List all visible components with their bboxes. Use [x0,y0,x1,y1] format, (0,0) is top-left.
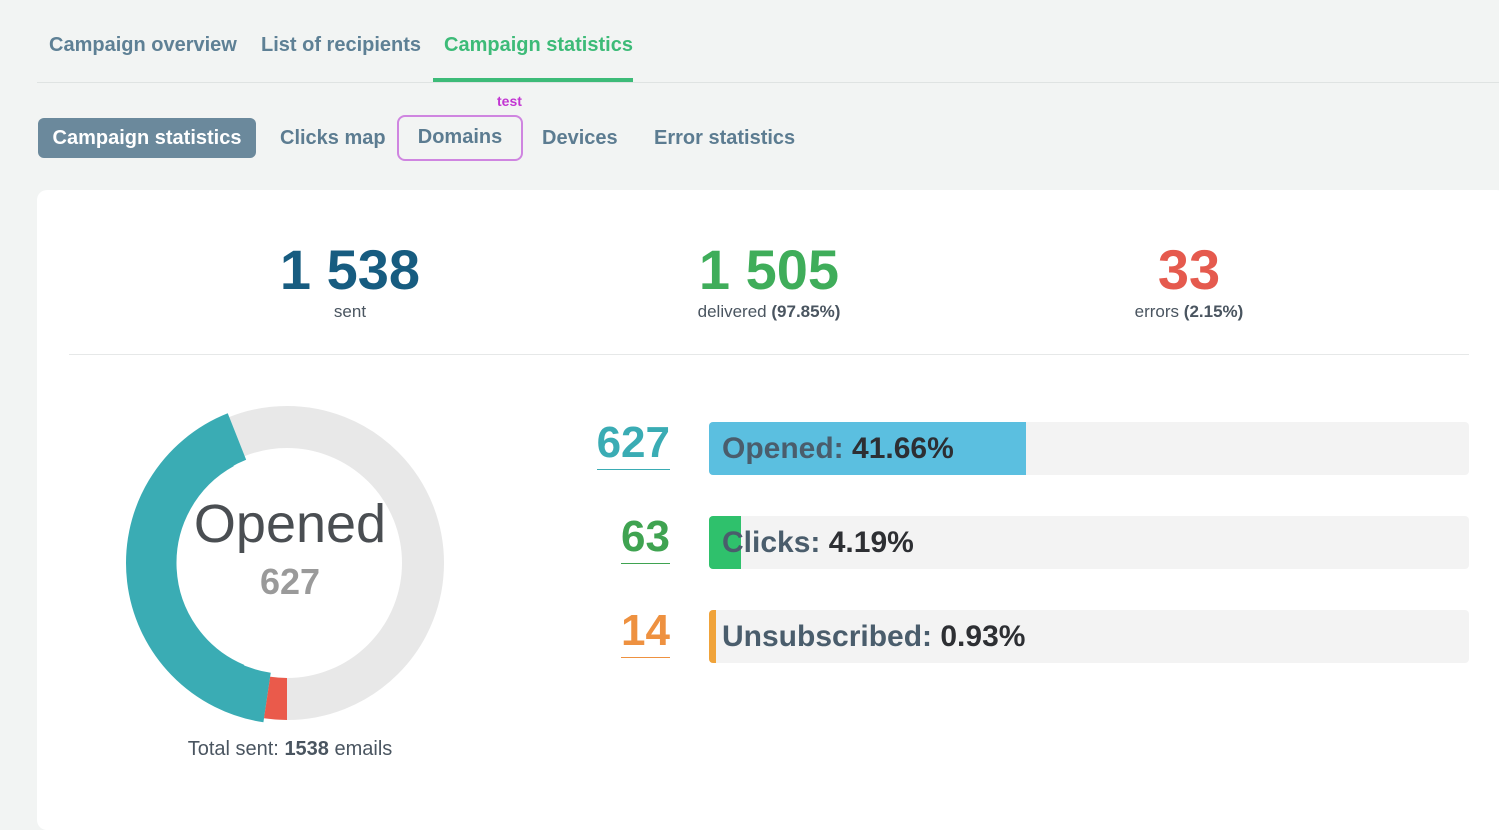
delivered-count: 1 505 [698,238,840,301]
clicks-pct: 4.19% [828,526,914,559]
errors-count: 33 [1157,238,1221,301]
subtab-devices[interactable]: Devices [542,127,618,149]
total-sent-value: 1538 [284,738,329,760]
statistics-card [37,190,1499,830]
donut-opened-arc [126,413,272,723]
donut-inner-accent [173,463,245,668]
errors-stat: 33 errors (2.15%) [1039,240,1339,322]
opened-count: 627 [596,418,670,470]
unsubscribed-bar-fill [709,610,717,663]
unsubscribed-pct: 0.93% [940,620,1026,653]
tab-campaign-overview[interactable]: Campaign overview [49,34,237,56]
sent-count: 1 538 [279,238,421,301]
opened-bar: Opened: 41.66% [709,422,1469,475]
total-sent-prefix: Total sent: [187,738,279,760]
unsubscribed-count: 14 [621,606,670,658]
opened-bar-fill [709,422,1026,475]
clicks-bar-fill [709,516,741,569]
total-sent-suffix: emails [334,738,393,760]
errors-label: errors [1134,302,1180,321]
tabs-divider [37,82,1499,83]
clicks-count-link[interactable]: 63 [550,512,670,564]
subtab-clicks-map[interactable]: Clicks map [280,127,386,149]
subtab-domains[interactable]: Domains [397,115,523,161]
top-tabs: Campaign overview List of recipients Cam… [0,0,1499,84]
opened-donut-chart [126,406,444,723]
delivered-pct: (97.85%) [771,302,841,321]
subtab-error-statistics[interactable]: Error statistics [654,127,796,149]
subtab-campaign-statistics[interactable]: Campaign statistics [38,118,256,158]
tab-list-of-recipients[interactable]: List of recipients [261,34,422,56]
errors-pct: (2.15%) [1183,302,1244,321]
delivered-stat: 1 505 delivered (97.85%) [619,240,919,322]
sent-stat: 1 538 sent [200,240,500,322]
test-badge: test [497,93,522,109]
unsubscribed-bar: Unsubscribed: 0.93% [709,610,1469,663]
opened-pct: 41.66% [852,432,954,465]
clicks-count: 63 [621,512,670,564]
clicks-label: Clicks: [722,526,821,559]
clicks-bar: Clicks: 4.19% [709,516,1469,569]
delivered-label: delivered [697,302,767,321]
active-tab-indicator [433,78,633,83]
card-divider [69,354,1469,355]
unsubscribed-label: Unsubscribed: [722,620,933,653]
opened-count-link[interactable]: 627 [550,418,670,470]
donut-value: 627 [259,561,321,602]
donut-error-arc [264,676,288,720]
sent-label: sent [333,302,367,321]
opened-label: Opened: [722,432,844,465]
total-sent: Total sent: 1538 emails [140,738,440,761]
donut-title: Opened [193,494,387,554]
tab-campaign-statistics[interactable]: Campaign statistics [444,34,633,56]
unsubscribed-count-link[interactable]: 14 [550,606,670,658]
